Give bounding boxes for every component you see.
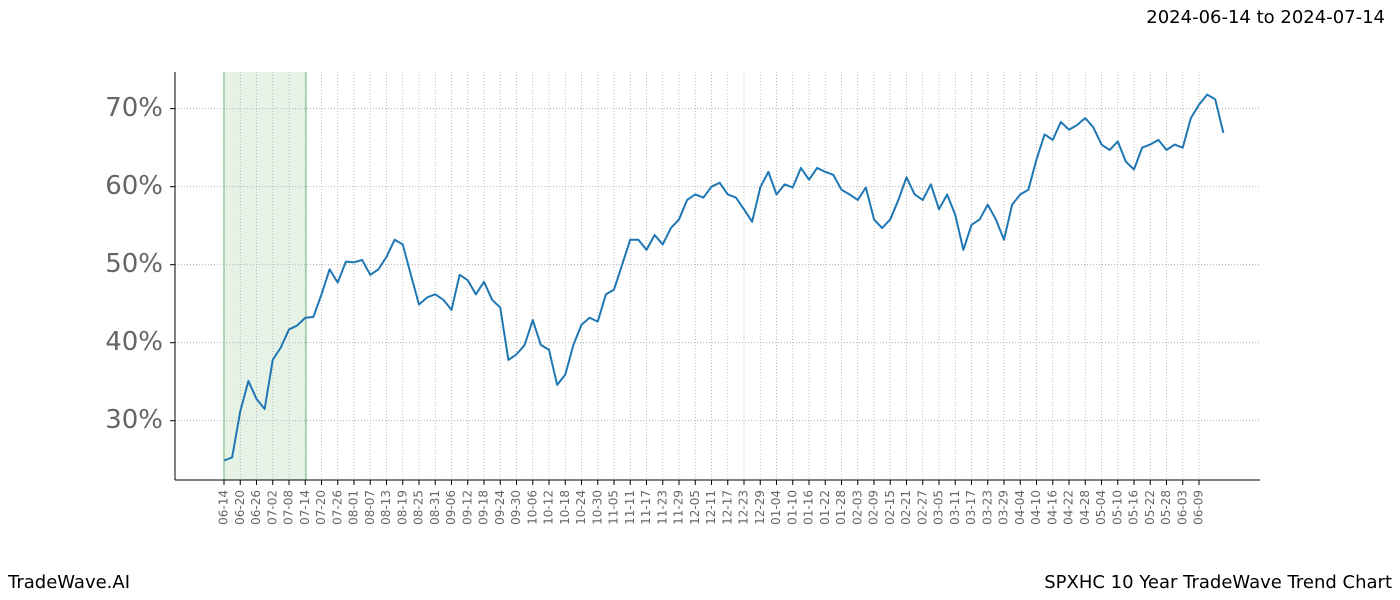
x-tick-label: 08-13 [379,490,393,525]
x-tick-label: 02-15 [883,490,897,525]
x-tick-label: 11-05 [607,490,621,525]
x-tick-label: 12-23 [737,490,751,525]
x-tick-label: 08-07 [363,490,377,525]
x-tick-label: 10-12 [542,490,556,525]
x-tick-label: 09-12 [460,490,474,525]
x-tick-label: 03-23 [980,490,994,525]
date-range: 2024-06-14 to 2024-07-14 [1146,7,1385,28]
x-tick-label: 02-27 [915,490,929,525]
y-tick-label: 30% [105,405,163,435]
x-tick-label: 01-16 [802,490,816,525]
x-tick-label: 01-04 [769,490,783,525]
x-tick-label: 01-10 [785,490,799,525]
x-tick-label: 10-06 [525,490,539,525]
x-tick-label: 11-11 [623,490,637,525]
x-tick-label: 10-30 [590,490,604,525]
x-tick-label: 02-21 [899,490,913,525]
x-tick-label: 06-20 [233,490,247,525]
y-tick-label: 40% [105,327,163,357]
x-tick-label: 08-01 [347,490,361,525]
x-tick-label: 06-26 [249,490,263,525]
y-tick-label: 70% [105,93,163,123]
x-tick-label: 04-16 [1045,490,1059,525]
x-tick-label: 04-10 [1029,490,1043,525]
x-tick-label: 01-22 [818,490,832,525]
x-tick-label: 04-28 [1078,490,1092,525]
y-tick-label: 60% [105,171,163,201]
x-tick-label: 08-19 [395,490,409,525]
x-tick-label: 05-04 [1094,490,1108,525]
x-tick-label: 12-05 [688,490,702,525]
footer-title: SPXHC 10 Year TradeWave Trend Chart [1044,572,1392,593]
x-tick-label: 04-04 [1013,490,1027,525]
x-tick-label: 03-29 [997,490,1011,525]
grid [175,72,1260,480]
x-tick-label: 07-08 [282,490,296,525]
x-tick-label: 12-29 [753,490,767,525]
x-tick-label: 11-29 [672,490,686,525]
x-tick-label: 09-30 [509,490,523,525]
x-tick-label: 07-02 [265,490,279,525]
x-tick-label: 07-20 [314,490,328,525]
x-tick-label: 04-22 [1062,490,1076,525]
footer-brand: TradeWave.AI [7,572,130,593]
x-tick-label: 09-24 [493,490,507,525]
x-tick-label: 03-17 [964,490,978,525]
highlight-band [224,72,306,480]
x-tick-label: 05-28 [1159,490,1173,525]
x-tick-label: 11-17 [639,490,653,525]
plot [223,93,1225,462]
y-tick-label: 50% [105,249,163,279]
x-tick-label: 05-16 [1127,490,1141,525]
x-tick-label: 09-06 [444,490,458,525]
x-tick-label: 06-09 [1192,490,1206,525]
x-tick-label: 11-23 [655,490,669,525]
x-tick-label: 06-14 [217,490,231,525]
x-tick-label: 10-18 [558,490,572,525]
x-tick-label: 05-10 [1110,490,1124,525]
x-tick-label: 09-18 [477,490,491,525]
x-tick-label: 02-09 [867,490,881,525]
x-tick-label: 12-11 [704,490,718,525]
x-tick-label: 10-24 [574,490,588,525]
x-tick-label: 05-22 [1143,490,1157,525]
x-tick-label: 02-03 [850,490,864,525]
x-tick-label: 08-25 [412,490,426,525]
x-tick-label: 06-03 [1175,490,1189,525]
x-tick-label: 12-17 [720,490,734,525]
x-tick-label: 03-05 [932,490,946,525]
x-tick-label: 03-11 [948,490,962,525]
series-line [223,93,1225,462]
x-tick-label: 07-26 [330,490,344,525]
x-tick-label: 01-28 [834,490,848,525]
x-tick-label: 07-14 [298,490,312,525]
x-tick-label: 08-31 [428,490,442,525]
